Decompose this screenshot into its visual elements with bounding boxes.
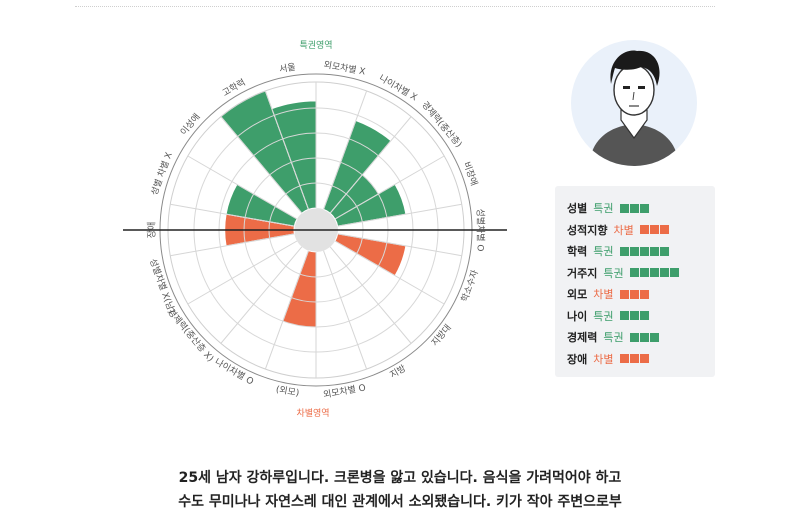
category-label-4: 성별차별 O — [475, 208, 487, 251]
level-box — [650, 225, 659, 234]
level-box — [640, 247, 649, 256]
profile-row-tag: 차별 — [593, 286, 613, 302]
level-boxes — [640, 225, 670, 234]
level-box — [660, 225, 669, 234]
level-box — [650, 268, 659, 277]
level-boxes — [620, 311, 650, 320]
profile-row-tag: 특권 — [593, 308, 613, 324]
profile-row: 학력 특권 — [567, 243, 670, 259]
level-box — [630, 354, 639, 363]
category-label-13: 장애 — [147, 222, 158, 239]
profile-row: 외모 차별 — [567, 286, 650, 302]
level-box — [640, 268, 649, 277]
profile-row-name: 성적지향 — [567, 222, 607, 238]
profile-row-name: 성별 — [567, 200, 587, 216]
category-label-12: 성별차별 X(남) — [147, 257, 178, 315]
category-label-9: (외모) — [275, 383, 300, 399]
level-box — [650, 333, 659, 342]
profile-row-name: 학력 — [567, 243, 587, 259]
discrimination-zone-label: 차별영역 — [296, 407, 329, 419]
profile-row: 장애 차별 — [567, 351, 650, 367]
profile-row: 나이 특권 — [567, 308, 650, 324]
category-label-8: 외모차별 O — [322, 381, 367, 400]
category-label-5: 학소수자 — [459, 268, 481, 304]
level-box — [630, 268, 639, 277]
privilege-zone-label: 특권영역 — [299, 39, 332, 51]
story-line-1: 25세 남자 강하루입니다. 크론병을 앓고 있습니다. 음식을 가려먹어야 하… — [60, 466, 740, 490]
profile-row: 거주지 특권 — [567, 265, 680, 281]
level-box — [650, 247, 659, 256]
profile-row-name: 거주지 — [567, 265, 597, 281]
profile-row-name: 나이 — [567, 308, 587, 324]
level-box — [620, 247, 629, 256]
profile-row: 경제력 특권 — [567, 329, 660, 345]
level-boxes — [630, 268, 680, 277]
profile-row-name: 외모 — [567, 286, 587, 302]
level-box — [660, 268, 669, 277]
level-boxes — [620, 354, 650, 363]
level-boxes — [620, 247, 670, 256]
story-text: 25세 남자 강하루입니다. 크론병을 앓고 있습니다. 음식을 가려먹어야 하… — [60, 466, 740, 514]
profile-row-tag: 특권 — [593, 243, 613, 259]
wedge-9 — [283, 251, 316, 328]
level-box — [640, 290, 649, 299]
profile-row-tag: 특권 — [603, 329, 623, 345]
profile-row: 성별 특권 — [567, 200, 650, 216]
profile-row-name: 경제력 — [567, 329, 597, 345]
category-label-16: 고학력 — [220, 76, 248, 99]
person-illustration-icon — [571, 40, 697, 166]
level-box — [630, 247, 639, 256]
profile-row: 성적지향 차별 — [567, 222, 670, 238]
category-label-17: 서울 — [278, 62, 296, 76]
level-box — [640, 204, 649, 213]
profile-row-tag: 차별 — [613, 222, 633, 238]
story-line-2: 수도 무미나나 자연스레 대인 관계에서 소외됐습니다. 키가 작아 주변으로부 — [60, 490, 740, 514]
level-boxes — [620, 204, 650, 213]
category-label-7: 지방 — [388, 363, 408, 381]
level-box — [640, 354, 649, 363]
level-box — [660, 247, 669, 256]
level-boxes — [620, 290, 650, 299]
avatar — [571, 40, 697, 166]
level-box — [630, 333, 639, 342]
level-box — [630, 311, 639, 320]
profile-row-tag: 차별 — [593, 351, 613, 367]
level-box — [670, 268, 679, 277]
level-box — [620, 354, 629, 363]
level-box — [630, 290, 639, 299]
category-label-2: 경제력(중산층) — [419, 99, 465, 150]
profile-row-tag: 특권 — [593, 200, 613, 216]
level-box — [640, 225, 649, 234]
profile-row-tag: 특권 — [603, 265, 623, 281]
category-label-6: 지방대 — [429, 322, 453, 348]
level-boxes — [630, 333, 660, 342]
level-box — [630, 204, 639, 213]
level-box — [640, 311, 649, 320]
category-label-11: 경제력(중산층 X) — [165, 306, 216, 364]
profile-row-name: 장애 — [567, 351, 587, 367]
category-label-15: 이성애 — [178, 112, 202, 138]
level-box — [620, 290, 629, 299]
level-box — [620, 311, 629, 320]
category-label-3: 비장애 — [461, 160, 480, 187]
level-box — [620, 204, 629, 213]
level-box — [640, 333, 649, 342]
